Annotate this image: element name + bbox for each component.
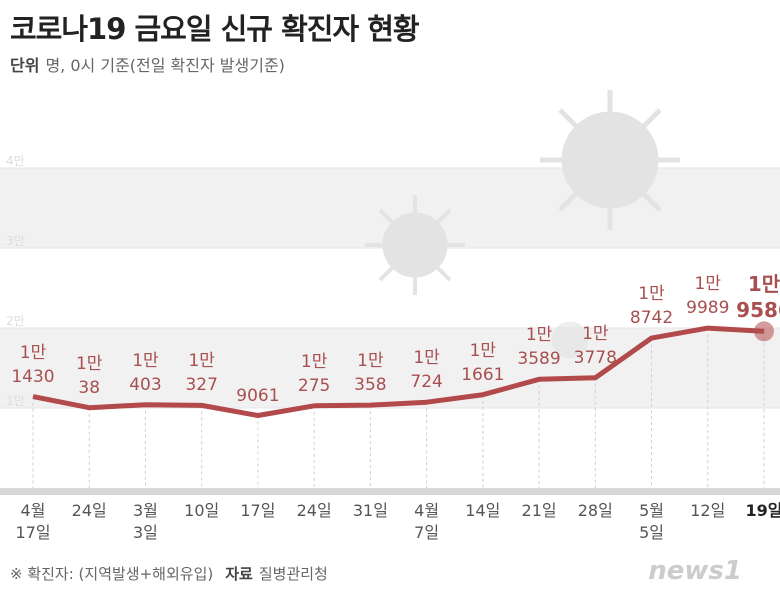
- point: [754, 321, 774, 342]
- subtitle-text: 명, 0시 기준(전일 확진자 발생기준): [45, 56, 285, 75]
- data-label: 1만 9989: [686, 274, 730, 319]
- subtitle: 단위 명, 0시 기준(전일 확진자 발생기준): [10, 52, 285, 76]
- data-label: 1만 724: [410, 348, 443, 393]
- source: 질병관리청: [258, 565, 328, 583]
- data-label: 1만 275: [297, 351, 331, 396]
- footer: ※ 확진자: (지역발생+해외유입) 자료 질병관리청: [10, 563, 328, 584]
- data-label: 9061: [236, 385, 280, 406]
- data-label: 1만 1661: [461, 340, 505, 385]
- x-tick-label: 24일: [71, 501, 107, 520]
- data-label: 1만 3778: [573, 323, 617, 368]
- x-tick-label: 19일: [745, 501, 780, 520]
- y-tick-label: 2만: [6, 314, 25, 328]
- data-label: 1만 358: [354, 351, 387, 396]
- x-tick-label: 14일: [465, 501, 501, 520]
- data-label: 1만 327: [185, 351, 218, 396]
- data-label: 1만 3589: [517, 325, 561, 370]
- subtitle-label: 단위: [10, 56, 40, 75]
- x-tick-label: 21일: [521, 501, 557, 520]
- data-label: 1만 9586: [736, 272, 780, 323]
- data-label: 1만 38: [75, 353, 103, 398]
- note: ※ 확진자: (지역발생+해외유입): [10, 565, 214, 583]
- x-tick-label: 3월 3일: [133, 501, 158, 542]
- x-tick-label: 5월 5일: [639, 501, 664, 542]
- x-tick-label: 28일: [577, 501, 613, 520]
- logo: news1: [648, 556, 742, 586]
- source-label: 자료: [225, 565, 253, 583]
- virus-decoration: [365, 90, 680, 359]
- x-tick-label: 4월 17일: [15, 501, 51, 542]
- data-label: 1만 8742: [629, 284, 674, 329]
- x-tick-label: 10일: [184, 501, 220, 520]
- x-tick-label: 12일: [690, 501, 726, 520]
- y-tick-label: 1만: [6, 394, 25, 408]
- x-tick-label: 24일: [296, 501, 332, 520]
- chart-title: 코로나19 금요일 신규 확진자 현황: [10, 12, 420, 46]
- data-label: 1만 1430: [11, 342, 55, 387]
- x-tick-label: 4월 7일: [414, 501, 440, 542]
- y-tick-label: 3만: [6, 234, 25, 248]
- x-axis: [0, 488, 780, 495]
- x-tick-label: 17일: [240, 501, 276, 520]
- x-tick-label: 31일: [352, 501, 388, 520]
- y-tick-label: 4만: [6, 154, 25, 168]
- data-label: 1만 403: [129, 350, 162, 395]
- line: [32, 325, 765, 419]
